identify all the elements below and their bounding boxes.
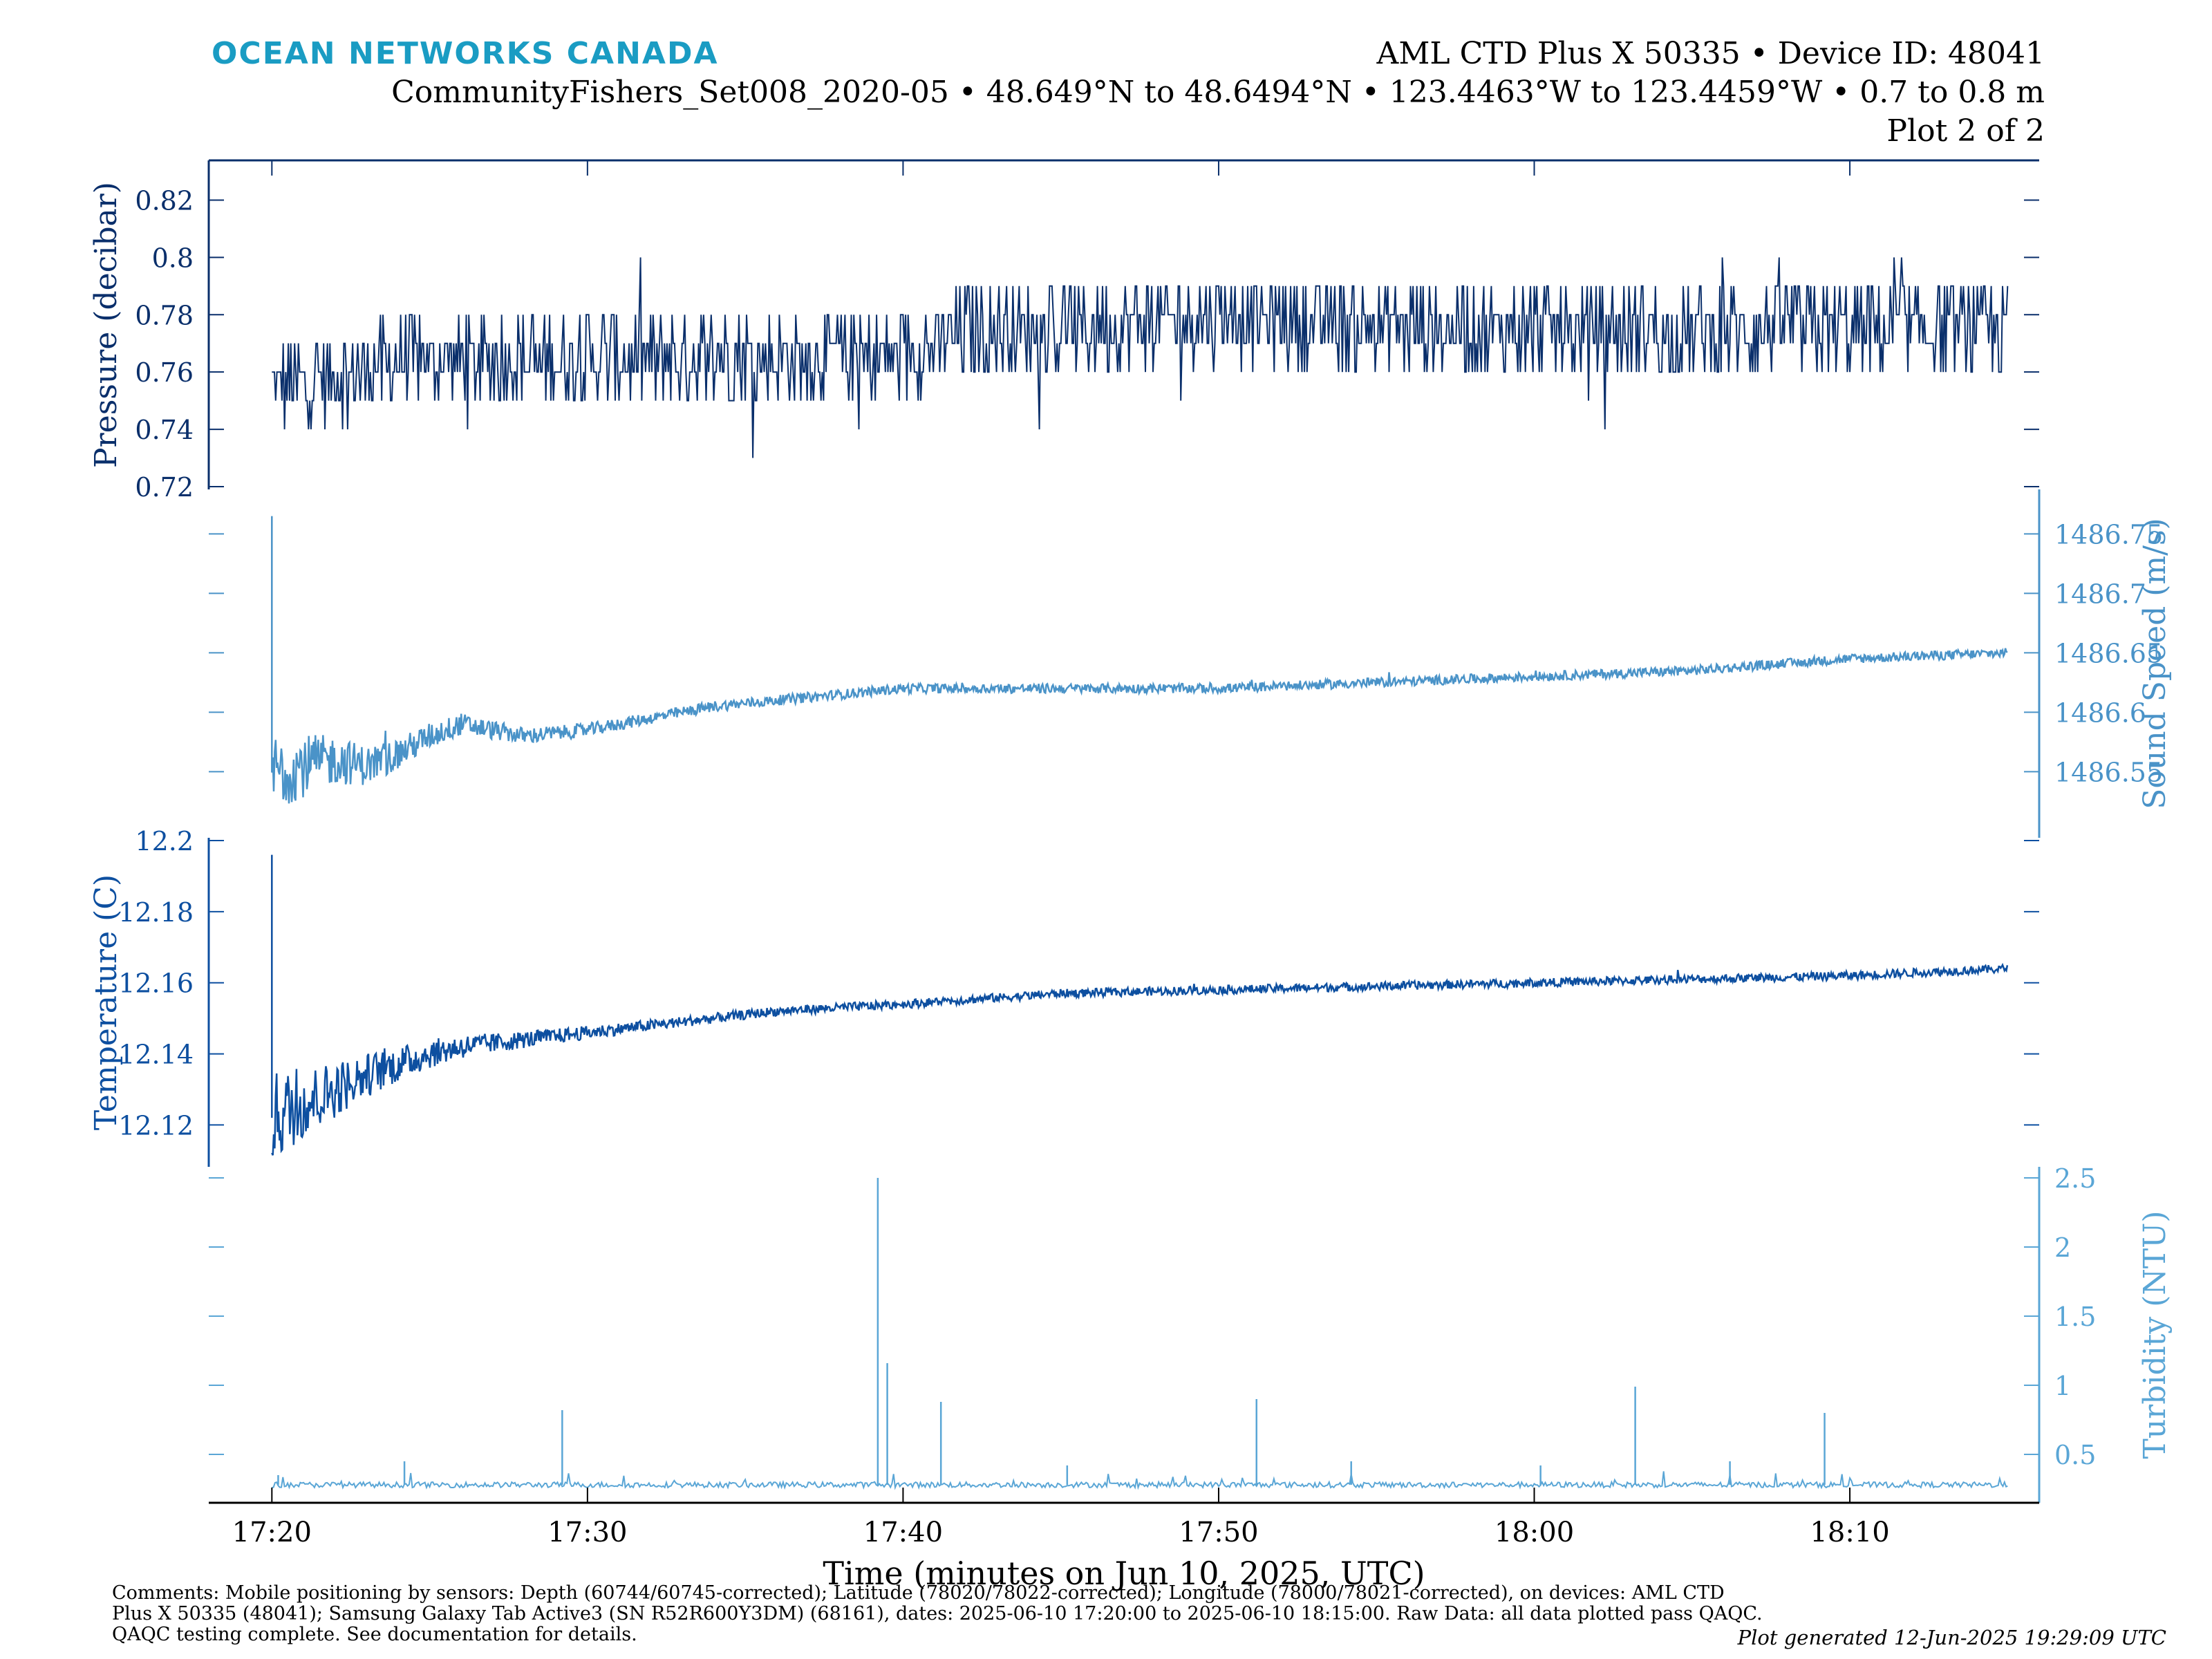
panel-3: 0.5 1 1.5 2 2.5 Turbidity (NTU) [209,1163,2173,1503]
plot-frame [209,159,2039,1504]
x-axis: 17:20 17:30 17:40 17:50 18:00 18:10 Time (minu… [232,160,1890,1592]
y-tick-label-2-4: 12.2 [135,826,194,856]
y-tick-label-1-1: 1486.6 [2054,697,2146,728]
y-tick-label-1-2: 1486.65 [2054,638,2163,668]
panel-0: 0.72 0.74 0.76 0.78 0.8 0.82 Pressure (decibar… [88,160,2039,503]
x-tick-label-1: 17:30 [547,1517,627,1548]
x-tick-label-3: 17:50 [1179,1517,1258,1548]
comments-block: Comments: Mobile positioning by sensors:… [112,1583,1792,1645]
y-tick-label-0-4: 0.8 [152,243,194,273]
y-tick-label-0-2: 0.76 [135,357,194,388]
y-tick-label-3-3: 2 [2054,1232,2071,1263]
y-tick-label-2-1: 12.14 [118,1040,194,1070]
y-tick-label-2-3: 12.18 [118,897,194,928]
y-axis-label-3: Turbidity (NTU) [2137,1211,2173,1459]
y-tick-label-2-2: 12.16 [118,968,194,999]
x-tick-label-4: 18:00 [1494,1517,1574,1548]
y-tick-label-1-4: 1486.75 [2054,519,2163,550]
temperature-series-line [271,854,2009,1156]
deployment-subtitle: CommunityFishers_Set008_2020-05 • 48.649… [391,75,2045,110]
comments-line-2: Plus X 50335 (48041); Samsung Galaxy Tab… [112,1603,1763,1624]
panel-2: 12.12 12.14 12.16 12.18 12.2 Temperature (C) [88,826,2039,1167]
comments-line-3: QAQC testing complete. See documentation… [112,1624,637,1645]
brand-logo: OCEAN NETWORKS CANADA [212,36,719,71]
device-title: AML CTD Plus X 50335 • Device ID: 48041 [1376,36,2045,71]
plot-counter: Plot 2 of 2 [1886,113,2045,149]
y-tick-label-0-5: 0.82 [135,185,194,216]
y-axis-label-0: Pressure (decibar) [88,182,124,468]
y-tick-label-3-4: 2.5 [2054,1163,2096,1194]
y-tick-label-3-1: 1 [2054,1371,2071,1401]
x-tick-label-2: 17:40 [863,1517,943,1548]
y-tick-label-0-1: 0.74 [135,415,194,445]
x-tick-label-5: 18:10 [1810,1517,1889,1548]
pressure-series-line [272,257,2009,458]
y-tick-label-0-3: 0.78 [135,300,194,330]
y-axis-label-1: Sound Speed (m/s) [2137,518,2173,809]
y-tick-label-2-0: 12.12 [118,1110,194,1141]
y-tick-label-3-0: 0.5 [2054,1440,2096,1470]
x-axis-label: Time (minutes on Jun 10, 2025, UTC) [823,1555,1425,1592]
y-tick-label-1-3: 1486.7 [2054,579,2146,609]
y-tick-label-0-0: 0.72 [135,472,194,503]
x-tick-label-0: 17:20 [232,1517,312,1548]
sound-speed-series-line [271,516,2008,804]
y-tick-label-3-2: 1.5 [2054,1302,2096,1332]
comments-line-1: Comments: Mobile positioning by sensors:… [112,1582,1725,1604]
turbidity-baseline-line [272,1471,2008,1490]
generated-timestamp: Plot generated 12-Jun-2025 19:29:09 UTC [1737,1626,2166,1649]
y-axis-label-2: Temperature (C) [88,874,124,1130]
chart-panels: 0.72 0.74 0.76 0.78 0.8 0.82 Pressure (decibar… [88,160,2173,1503]
y-tick-label-1-0: 1486.55 [2054,757,2163,787]
